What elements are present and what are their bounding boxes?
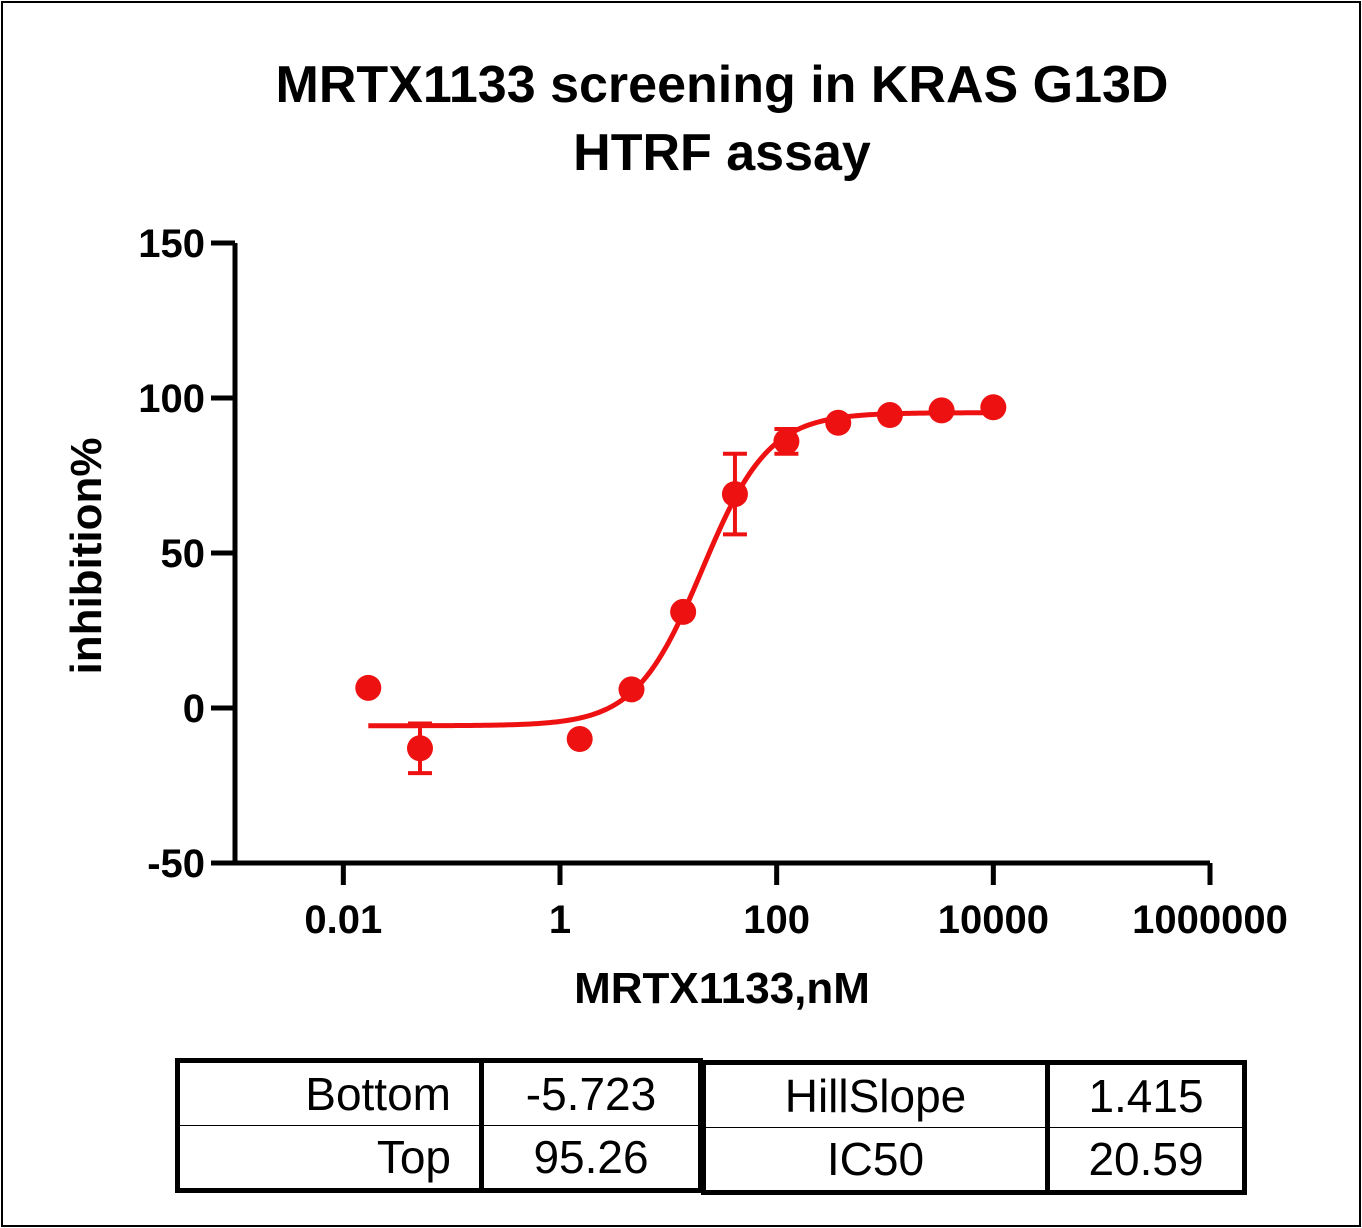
chart-title-line-1: MRTX1133 screening in KRAS G13D xyxy=(276,56,1169,114)
data-point xyxy=(721,481,748,508)
param-name-bottom: Bottom xyxy=(177,1060,482,1126)
data-point xyxy=(355,674,382,701)
param-row-bottom: Bottom -5.723 xyxy=(177,1060,701,1126)
y-tick-label: -50 xyxy=(147,842,205,886)
x-tick-label: 1 xyxy=(549,898,571,942)
x-tick-label: 1000000 xyxy=(1132,898,1288,942)
param-row-hillslope: HillSlope 1.415 xyxy=(703,1062,1245,1128)
dose-response-chart: MRTX1133 screening in KRAS G13D HTRF ass… xyxy=(62,56,1288,1013)
x-axis-label: MRTX1133,nM xyxy=(574,964,870,1013)
param-value-ic50: 20.59 xyxy=(1045,1127,1245,1193)
y-axis-label: inhibition% xyxy=(62,437,111,674)
param-name-top: Top xyxy=(177,1125,482,1191)
data-point xyxy=(928,397,955,424)
param-value-top: 95.26 xyxy=(479,1125,701,1191)
data-points xyxy=(355,394,1007,776)
param-name-hillslope: HillSlope xyxy=(703,1062,1048,1128)
y-tick-label: 50 xyxy=(161,532,206,576)
data-point xyxy=(980,394,1007,421)
data-point xyxy=(566,726,593,752)
data-point xyxy=(618,676,645,703)
x-tick-label: 10000 xyxy=(938,898,1049,942)
param-value-bottom: -5.723 xyxy=(479,1060,701,1126)
x-axis-ticks: 0.01 1 100 10000 1000000 xyxy=(304,863,1288,942)
params-table-right: HillSlope 1.415 IC50 20.59 xyxy=(701,1060,1247,1195)
y-axis-ticks: -50 0 50 100 150 xyxy=(138,222,235,886)
data-point xyxy=(876,402,903,429)
param-row-top: Top 95.26 xyxy=(177,1125,701,1191)
y-tick-label: 150 xyxy=(138,222,205,266)
params-table-left: Bottom -5.723 Top 95.26 xyxy=(175,1058,703,1193)
param-name-ic50: IC50 xyxy=(703,1127,1048,1193)
data-point xyxy=(773,428,800,455)
data-point xyxy=(406,735,433,762)
x-tick-label: 0.01 xyxy=(304,898,382,942)
param-value-hillslope: 1.415 xyxy=(1045,1062,1245,1128)
fit-curve xyxy=(368,410,994,729)
x-tick-label: 100 xyxy=(743,898,810,942)
param-row-ic50: IC50 20.59 xyxy=(703,1127,1245,1193)
y-tick-label: 0 xyxy=(183,687,205,731)
y-tick-label: 100 xyxy=(138,377,205,421)
data-point xyxy=(670,598,697,625)
data-point xyxy=(825,409,852,436)
chart-title-line-2: HTRF assay xyxy=(573,124,871,182)
